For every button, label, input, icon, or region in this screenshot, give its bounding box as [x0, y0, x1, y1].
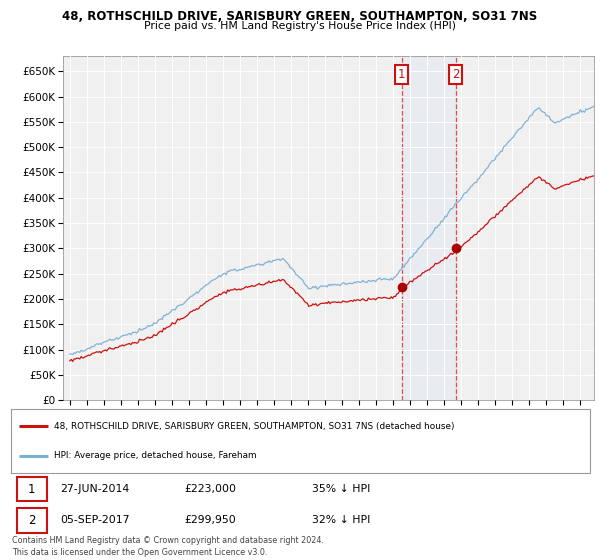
Text: 48, ROTHSCHILD DRIVE, SARISBURY GREEN, SOUTHAMPTON, SO31 7NS: 48, ROTHSCHILD DRIVE, SARISBURY GREEN, S… — [62, 10, 538, 23]
Text: 1: 1 — [398, 68, 405, 81]
Text: 48, ROTHSCHILD DRIVE, SARISBURY GREEN, SOUTHAMPTON, SO31 7NS (detached house): 48, ROTHSCHILD DRIVE, SARISBURY GREEN, S… — [54, 422, 455, 431]
Text: 27-JUN-2014: 27-JUN-2014 — [60, 484, 129, 494]
Text: 2: 2 — [28, 514, 35, 527]
FancyBboxPatch shape — [17, 477, 47, 501]
Text: HPI: Average price, detached house, Fareham: HPI: Average price, detached house, Fare… — [54, 451, 257, 460]
Text: Contains HM Land Registry data © Crown copyright and database right 2024.
This d: Contains HM Land Registry data © Crown c… — [12, 536, 324, 557]
Text: 35% ↓ HPI: 35% ↓ HPI — [312, 484, 370, 494]
Text: 2: 2 — [452, 68, 460, 81]
Text: 32% ↓ HPI: 32% ↓ HPI — [312, 515, 370, 525]
FancyBboxPatch shape — [17, 508, 47, 533]
Text: £223,000: £223,000 — [185, 484, 236, 494]
Text: 1: 1 — [28, 483, 35, 496]
Text: £299,950: £299,950 — [185, 515, 236, 525]
Text: Price paid vs. HM Land Registry's House Price Index (HPI): Price paid vs. HM Land Registry's House … — [144, 21, 456, 31]
FancyBboxPatch shape — [11, 409, 590, 473]
Text: 05-SEP-2017: 05-SEP-2017 — [60, 515, 130, 525]
Bar — [401, 56, 455, 400]
